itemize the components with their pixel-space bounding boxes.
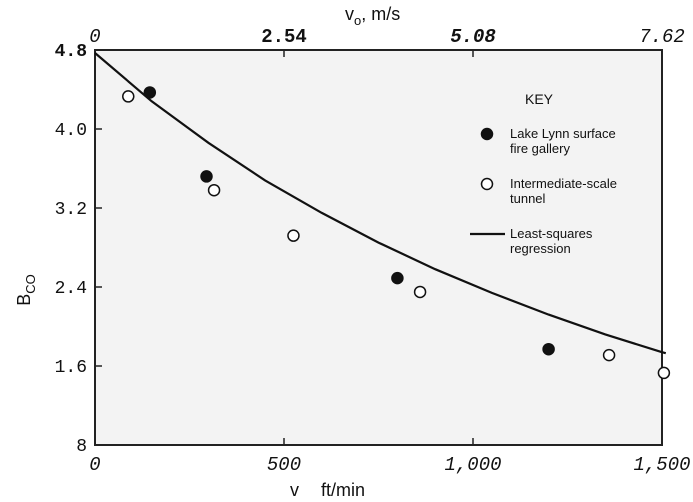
legend-marker <box>480 127 494 141</box>
top-tick-label: 2.54 <box>261 26 307 48</box>
legend-label: regression <box>510 241 571 256</box>
regression-curve <box>94 52 667 355</box>
tunnel-point <box>207 183 221 197</box>
y-tick-label: 2.4 <box>55 279 87 299</box>
tunnel-point <box>602 348 616 362</box>
x-tick-label: 500 <box>267 454 301 476</box>
top-axis: vo, m/s <box>345 4 400 28</box>
y-tick-label: 1.6 <box>55 358 87 378</box>
tunnel-point <box>657 366 671 380</box>
legend-label: Least-squares <box>510 226 593 241</box>
top-axis-title: vo, m/s <box>345 4 400 28</box>
plot-area <box>94 49 663 446</box>
y-axis-ticks: 8 1.6 2.4 3.2 4.0 4.8 <box>55 42 102 457</box>
lake-lynn-point <box>391 271 404 285</box>
legend-label: fire gallery <box>510 141 570 156</box>
top-tick-label: 7.62 <box>639 26 685 48</box>
lake-lynn-point <box>200 170 213 183</box>
y-tick-label: 4.0 <box>55 121 87 141</box>
tunnel-point <box>122 90 135 103</box>
lake-lynn-point <box>542 342 555 356</box>
x-tick-label: 1,000 <box>444 454 501 476</box>
y-tick-label: 3.2 <box>55 200 87 220</box>
x-tick-label: 0 <box>89 454 100 476</box>
lake-lynn-point <box>143 86 157 99</box>
x-tick-label: 1,500 <box>633 454 690 476</box>
legend-title: KEY <box>525 91 554 107</box>
y-axis-title: BCO <box>14 274 38 306</box>
legend-label: Lake Lynn surface <box>510 126 616 141</box>
legend-label: Intermediate-scale <box>510 176 617 191</box>
top-tick-label: 0 <box>89 26 100 48</box>
x-axis-title: v ft/min <box>290 480 365 500</box>
top-tick-label: 5.08 <box>450 26 496 48</box>
y-tick-label: 4.8 <box>55 42 87 62</box>
x-axis-ticks: 0 500 1,000 1,500 <box>89 438 691 476</box>
legend-label: tunnel <box>510 191 546 206</box>
y-tick-label: 8 <box>76 437 87 457</box>
data-points <box>122 86 671 380</box>
tunnel-point <box>287 229 300 242</box>
legend-marker <box>480 177 494 191</box>
tunnel-point <box>413 285 427 299</box>
top-axis-ticks: 0 2.54 5.08 7.62 <box>89 26 685 57</box>
